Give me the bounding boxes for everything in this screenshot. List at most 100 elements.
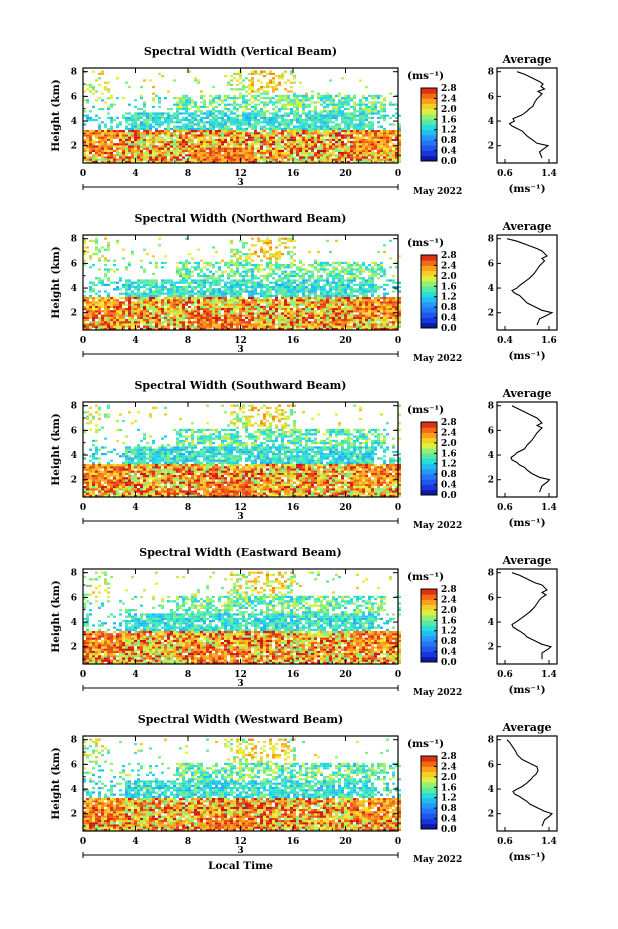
colorbar-tick-label: 0.0 [441, 157, 457, 167]
colorbar-swatch [421, 98, 437, 104]
colorbar-swatch [421, 589, 437, 595]
day-label: 3 [237, 679, 243, 689]
colorbar-swatch [421, 437, 437, 444]
colorbar-swatch [421, 463, 437, 470]
colorbar-swatch [421, 119, 437, 125]
colorbar-swatch [421, 802, 437, 809]
average-profile: Average 2 4 6 8 0.4 1.6 (ms⁻¹) [488, 220, 558, 362]
colorbar: (ms⁻¹) 2.82.42.01.61.20.80.40.0 [407, 70, 457, 167]
x-tick-label: 20 [339, 837, 352, 847]
profile-y-tick-label: 2 [488, 142, 494, 152]
y-tick-label: 4 [71, 117, 77, 127]
colorbar-swatch [421, 651, 437, 658]
month-label: May 2022 [413, 855, 462, 865]
colorbar-tick-label: 2.4 [441, 595, 457, 605]
y-tick-label: 6 [71, 426, 77, 436]
colorbar-swatch [421, 782, 437, 788]
colorbar-tick-label: 0.0 [441, 324, 457, 334]
colorbar-swatch [421, 479, 437, 485]
colorbar-tick-label: 1.6 [441, 616, 457, 626]
colorbar-tick-label: 0.8 [441, 303, 457, 313]
colorbar-tick-label: 1.6 [441, 115, 457, 125]
profile-x-tick-label: 1.4 [541, 169, 557, 179]
colorbar: (ms⁻¹) 2.82.42.01.61.20.80.40.0 [407, 237, 457, 334]
profile-y-tick-label: 8 [488, 736, 494, 746]
colorbar-tick-label: 0.4 [441, 815, 457, 825]
y-tick-label: 6 [71, 593, 77, 603]
colorbar-swatch [421, 594, 437, 600]
y-tick-label: 2 [71, 142, 77, 152]
colorbar: (ms⁻¹) 2.82.42.01.61.20.80.40.0 [407, 738, 457, 835]
y-axis-label: Height (km) [50, 413, 62, 485]
x-tick-label: 12 [234, 837, 247, 847]
y-tick-label: 2 [71, 309, 77, 319]
y-tick-label: 6 [71, 92, 77, 102]
x-tick-label: 0 [395, 837, 401, 847]
colorbar-tick-label: 2.4 [441, 94, 457, 104]
profile-x-axis-label: (ms⁻¹) [508, 183, 545, 195]
y-tick-label: 8 [71, 68, 77, 78]
profile-y-tick-label: 2 [488, 643, 494, 653]
colorbar-swatch [421, 312, 437, 318]
colorbar-tick-label: 1.6 [441, 282, 457, 292]
colorbar-swatch [421, 270, 437, 277]
colorbar-tick-label: 2.0 [441, 439, 457, 449]
profile-title: Average [501, 387, 551, 400]
colorbar-swatch [421, 291, 437, 298]
y-axis-label: Height (km) [50, 747, 62, 819]
colorbar-tick-label: 0.4 [441, 481, 457, 491]
colorbar-swatch [421, 432, 437, 438]
x-tick-label: 16 [287, 503, 300, 513]
colorbar-swatch [421, 792, 437, 799]
colorbar-unit: (ms⁻¹) [407, 404, 444, 416]
colorbar-tick-label: 0.8 [441, 470, 457, 480]
profile-frame [496, 234, 558, 331]
heatmap-cells [83, 738, 401, 831]
colorbar-swatch [421, 275, 437, 282]
colorbar-tick-label: 2.8 [441, 84, 457, 94]
colorbar-swatch [421, 124, 437, 131]
colorbar-swatch [421, 797, 437, 804]
panel-title: Spectral Width (Eastward Beam) [139, 546, 341, 559]
profile-y-tick-label: 4 [488, 284, 494, 294]
colorbar-tick-label: 1.2 [441, 460, 457, 470]
colorbar-swatch [421, 620, 437, 626]
colorbar-swatch [421, 635, 437, 642]
colorbar-swatch [421, 422, 437, 428]
colorbar-tick-label: 0.8 [441, 804, 457, 814]
x-tick-label: 0 [80, 503, 86, 513]
colorbar-tick-label: 2.8 [441, 418, 457, 428]
profile-x-tick-label: 1.4 [541, 503, 557, 513]
colorbar-unit: (ms⁻¹) [407, 571, 444, 583]
profile-line [510, 405, 551, 493]
x-tick-label: 0 [395, 503, 401, 513]
colorbar-swatch [421, 823, 437, 830]
colorbar-swatch [421, 641, 437, 647]
x-tick-label: 4 [132, 169, 138, 179]
x-tick-label: 12 [234, 169, 247, 179]
colorbar-tick-label: 1.6 [441, 783, 457, 793]
colorbar-tick-label: 0.4 [441, 648, 457, 658]
x-tick-label: 8 [185, 503, 191, 513]
profile-x-axis-label: (ms⁻¹) [508, 851, 545, 863]
profile-y-tick-label: 8 [488, 235, 494, 245]
x-tick-label: 0 [80, 169, 86, 179]
colorbar-swatch [421, 458, 437, 465]
colorbar-swatch [421, 468, 437, 475]
heatmap-cells [83, 404, 401, 497]
profile-x-tick-label: 1.4 [541, 670, 557, 680]
x-tick-label: 8 [185, 670, 191, 680]
profile-y-tick-label: 4 [488, 785, 494, 795]
colorbar-swatch [421, 317, 437, 324]
profile-x-tick-label: 1.4 [541, 837, 557, 847]
profile-y-tick-label: 2 [488, 810, 494, 820]
colorbar-swatch [421, 609, 437, 616]
y-axis-label: Height (km) [50, 246, 62, 318]
x-tick-label: 20 [339, 336, 352, 346]
profile-title: Average [501, 721, 551, 734]
profile-y-tick-label: 8 [488, 402, 494, 412]
colorbar-tick-label: 2.4 [441, 762, 457, 772]
colorbar-swatch [421, 260, 437, 266]
colorbar-swatch [421, 813, 437, 819]
